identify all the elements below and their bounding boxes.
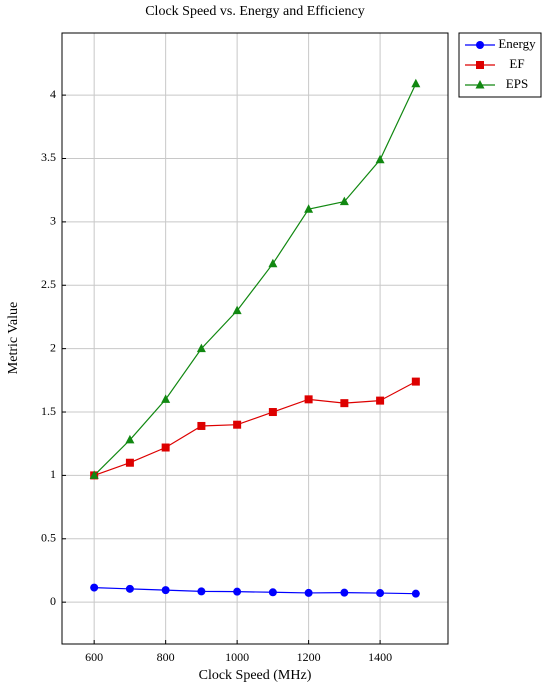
x-tick-label: 1000 <box>225 650 249 664</box>
y-tick-label: 0 <box>50 594 56 608</box>
marker <box>411 377 420 386</box>
marker <box>475 80 485 89</box>
marker <box>376 396 385 405</box>
marker <box>89 470 99 479</box>
marker <box>197 421 206 430</box>
x-tick-label: 800 <box>157 650 175 664</box>
x-tick-label: 1200 <box>297 650 321 664</box>
marker <box>268 408 277 417</box>
y-axis-label: Metric Value <box>6 302 21 374</box>
x-tick-label: 1400 <box>368 650 392 664</box>
marker <box>161 443 170 452</box>
y-tick-label: 3 <box>50 214 56 228</box>
series-line <box>93 83 417 476</box>
marker <box>125 458 134 467</box>
legend-label: EF <box>509 56 524 71</box>
marker <box>125 584 134 593</box>
marker <box>304 588 313 597</box>
marker <box>476 41 484 49</box>
marker <box>268 258 278 268</box>
y-tick-label: 2 <box>50 340 56 354</box>
marker <box>125 434 135 444</box>
marker <box>411 78 421 88</box>
marker <box>375 154 385 164</box>
y-tick-label: 0.5 <box>41 531 56 545</box>
series-line <box>94 586 416 595</box>
marker <box>233 587 242 596</box>
chart-title: Clock Speed vs. Energy and Efficiency <box>145 4 365 19</box>
marker <box>268 588 277 597</box>
marker <box>161 586 170 595</box>
y-tick-label: 2.5 <box>41 277 56 291</box>
marker <box>232 305 242 315</box>
marker <box>411 589 420 598</box>
marker <box>196 343 206 353</box>
marker <box>476 61 484 69</box>
y-tick-label: 3.5 <box>41 150 56 164</box>
y-tick-label: 4 <box>50 87 56 101</box>
marker <box>233 420 242 429</box>
x-axis-label: Clock Speed (MHz) <box>199 668 312 683</box>
series-line <box>93 381 417 476</box>
marker <box>340 399 349 408</box>
legend-label: EPS <box>506 76 528 91</box>
marker <box>376 589 385 598</box>
marker <box>90 583 99 592</box>
marker <box>161 394 171 403</box>
marker <box>339 196 349 206</box>
marker <box>304 395 313 404</box>
marker <box>340 588 349 597</box>
legend: Energy EF EPS <box>458 32 542 98</box>
y-tick-label: 1.5 <box>41 404 56 418</box>
legend-label: Energy <box>498 36 536 51</box>
plot-frame <box>61 32 449 645</box>
x-tick-label: 600 <box>85 650 103 664</box>
marker <box>304 204 314 213</box>
marker <box>197 587 206 596</box>
y-tick-label: 1 <box>50 467 56 481</box>
